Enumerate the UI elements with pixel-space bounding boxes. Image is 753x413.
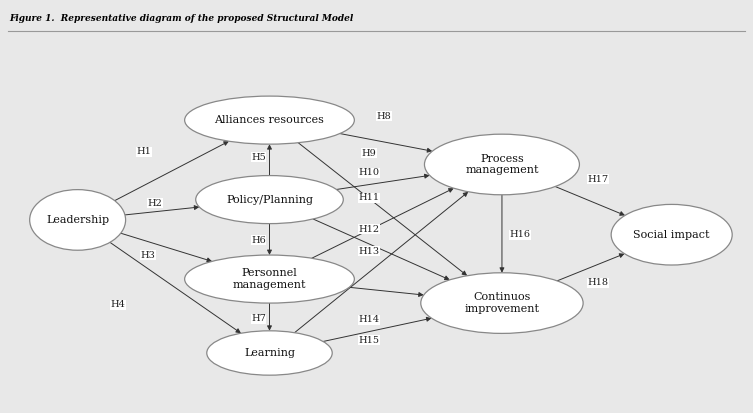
Text: H5: H5	[251, 152, 266, 161]
Text: H15: H15	[358, 335, 380, 344]
Text: H3: H3	[140, 251, 155, 259]
Text: H10: H10	[358, 168, 380, 177]
Text: H8: H8	[376, 112, 392, 121]
Text: H16: H16	[510, 230, 531, 239]
Text: Alliances resources: Alliances resources	[215, 115, 325, 125]
Text: H13: H13	[358, 247, 380, 256]
Text: Process
management: Process management	[465, 154, 538, 175]
Text: H9: H9	[361, 149, 376, 158]
Text: H14: H14	[358, 315, 380, 324]
Text: Continuos
improvement: Continuos improvement	[465, 292, 539, 314]
Text: H17: H17	[587, 175, 608, 184]
Text: Policy/Planning: Policy/Planning	[226, 195, 313, 204]
Text: Figure 1.  Representative diagram of the proposed Structural Model: Figure 1. Representative diagram of the …	[9, 14, 353, 24]
Text: H2: H2	[148, 199, 163, 208]
Ellipse shape	[29, 190, 126, 250]
Text: Leadership: Leadership	[46, 215, 109, 225]
Ellipse shape	[184, 96, 355, 144]
Text: Learning: Learning	[244, 348, 295, 358]
Ellipse shape	[421, 273, 583, 333]
Text: H12: H12	[358, 225, 380, 234]
Text: H4: H4	[111, 300, 126, 309]
Text: H11: H11	[358, 193, 380, 202]
Text: H7: H7	[251, 314, 266, 323]
Ellipse shape	[611, 204, 732, 265]
Text: H6: H6	[251, 236, 266, 245]
Ellipse shape	[196, 176, 343, 223]
Text: H18: H18	[587, 278, 608, 287]
Ellipse shape	[207, 331, 332, 375]
Text: H1: H1	[136, 147, 151, 156]
Text: Social impact: Social impact	[633, 230, 710, 240]
Ellipse shape	[425, 134, 580, 195]
Ellipse shape	[184, 255, 355, 303]
Text: Personnel
management: Personnel management	[233, 268, 306, 290]
